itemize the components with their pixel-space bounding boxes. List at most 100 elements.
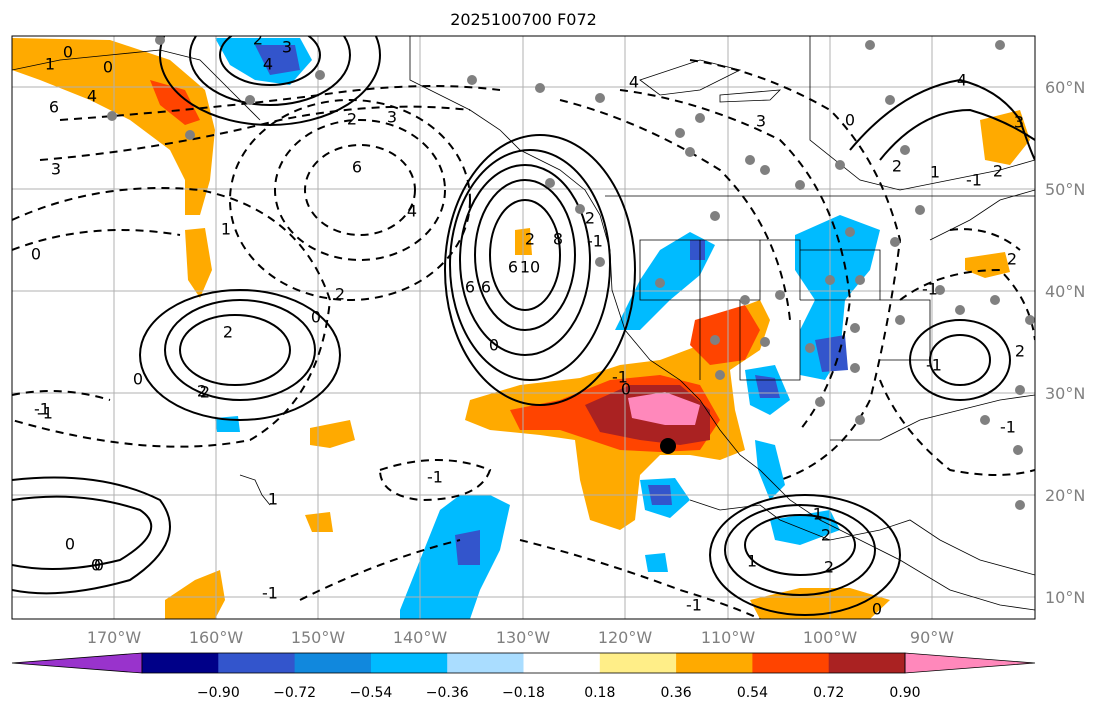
contour-label: 0 bbox=[489, 336, 499, 355]
longitude-label: 100°W bbox=[803, 628, 858, 647]
contour-label: 0 bbox=[31, 245, 41, 264]
contour-label: 2 bbox=[892, 157, 902, 176]
contour-label: 2 bbox=[347, 110, 357, 129]
latitude-label: 20°N bbox=[1045, 486, 1085, 505]
negative-anomaly-shading bbox=[215, 38, 880, 619]
contour-label: 2 bbox=[1007, 250, 1017, 269]
contour-label: -1 bbox=[1000, 418, 1016, 437]
colorbar-segment bbox=[752, 653, 830, 673]
contour-label: 2 bbox=[993, 162, 1003, 181]
contour-label: 4 bbox=[407, 202, 417, 221]
longitude-label: 120°W bbox=[598, 628, 653, 647]
colorbar-frame bbox=[141, 652, 906, 674]
dashed-contours bbox=[12, 59, 1035, 619]
colorbar-segment bbox=[370, 653, 448, 673]
longitude-labels: 170°W 160°W 150°W 140°W 130°W 120°W 110°W 100°W… bbox=[87, 628, 954, 647]
map-title: 2025100700 F072 bbox=[450, 10, 597, 29]
contour-label: 10 bbox=[520, 258, 540, 277]
contour-label: 1 bbox=[930, 163, 940, 182]
contour-label: 0 bbox=[65, 535, 75, 554]
contour-label: 6 bbox=[508, 258, 518, 277]
contour-label: 2 bbox=[200, 383, 210, 402]
contour-label: 6 bbox=[465, 278, 475, 297]
latitude-label: 50°N bbox=[1045, 180, 1085, 199]
colorbar-tick-label: 0.36 bbox=[661, 685, 692, 701]
colorbar-segment bbox=[828, 653, 906, 673]
contour-label: 1 bbox=[45, 55, 55, 74]
colorbar-segment bbox=[447, 653, 524, 673]
contour-label: 2 bbox=[525, 230, 535, 249]
colorbar-tick-label: −0.54 bbox=[349, 685, 392, 701]
contour-label: -1 bbox=[966, 171, 982, 190]
contour-label: -1 bbox=[686, 596, 702, 615]
latitude-label: 40°N bbox=[1045, 282, 1085, 301]
contour-label: 0 bbox=[63, 43, 73, 62]
contour-label: 2 bbox=[223, 323, 233, 342]
longitude-label: 170°W bbox=[87, 628, 142, 647]
contour-label: 3 bbox=[51, 160, 61, 179]
contour-label: 2 bbox=[335, 285, 345, 304]
colorbar-segment bbox=[294, 653, 372, 673]
contour-label: 2 bbox=[824, 558, 834, 577]
contour-label: 3 bbox=[756, 112, 766, 131]
contour-label: -1 bbox=[587, 232, 603, 251]
colorbar-segment bbox=[142, 653, 219, 673]
colorbar-tick-label: 0.54 bbox=[737, 685, 768, 701]
contour-label: -1 bbox=[34, 400, 50, 419]
colorbar-segment bbox=[523, 653, 601, 673]
latitude-label: 30°N bbox=[1045, 384, 1085, 403]
contour-label: 4 bbox=[629, 73, 639, 92]
colorbar-tick-label: −0.72 bbox=[273, 685, 316, 701]
colorbar-tick-label: 0.18 bbox=[584, 685, 615, 701]
contour-label: -1 bbox=[612, 368, 628, 387]
contour-label: 6 bbox=[49, 98, 59, 117]
contour-label: 1 bbox=[221, 220, 231, 239]
longitude-label: 160°W bbox=[189, 628, 244, 647]
contour-label: -1 bbox=[922, 280, 938, 299]
contour-label: 8 bbox=[553, 230, 563, 249]
colorbar-segment bbox=[676, 653, 753, 673]
contour-label: 2 bbox=[585, 209, 595, 228]
contour-label: 2 bbox=[253, 30, 263, 49]
solid-contours bbox=[12, 36, 1035, 616]
longitude-label: 130°W bbox=[496, 628, 551, 647]
colorbar-tick-label: −0.36 bbox=[426, 685, 469, 701]
contour-label: 0 bbox=[94, 556, 104, 575]
contour-label: 4 bbox=[263, 55, 273, 74]
colorbar-tick-label: −0.90 bbox=[197, 685, 240, 701]
contour-label: 6 bbox=[352, 158, 362, 177]
longitude-label: 90°W bbox=[910, 628, 954, 647]
colorbar-min-extension bbox=[11, 652, 143, 674]
colorbar-tick-labels: −0.90 −0.72 −0.54 −0.36 −0.18 0.18 0.36 0.54 0.7… bbox=[197, 685, 921, 701]
contour-label: 0 bbox=[311, 308, 321, 327]
contour-label: -1 bbox=[926, 356, 942, 375]
latitude-labels: 60°N 50°N 40°N 30°N 20°N 10°N bbox=[1045, 78, 1085, 607]
contour-label: 3 bbox=[1014, 113, 1024, 132]
latitude-label: 60°N bbox=[1045, 78, 1085, 97]
colorbar-segment bbox=[218, 653, 296, 673]
longitude-label: 140°W bbox=[393, 628, 448, 647]
colorbar-tick-label: 0.72 bbox=[813, 685, 844, 701]
colorbar-tick-label: −0.18 bbox=[502, 685, 545, 701]
contour-label: 2 bbox=[821, 526, 831, 545]
colorbar-tick-label: 0.90 bbox=[889, 685, 920, 701]
contour-label: 0 bbox=[103, 58, 113, 77]
contour-label: 1 bbox=[747, 552, 757, 571]
station-markers bbox=[107, 36, 1035, 510]
contour-label: 2 bbox=[197, 382, 207, 401]
longitude-label: 110°W bbox=[701, 628, 756, 647]
contour-label: 0 bbox=[133, 370, 143, 389]
contour-label: 1 bbox=[268, 490, 278, 509]
plot-frame bbox=[11, 35, 1036, 620]
contour-label: -1 bbox=[37, 404, 53, 423]
longitude-label: 150°W bbox=[291, 628, 346, 647]
contour-label: 3 bbox=[282, 38, 292, 57]
contour-label: 0 bbox=[621, 380, 631, 399]
contour-label: 4 bbox=[87, 87, 97, 106]
colorbar-segment bbox=[599, 653, 677, 673]
colorbar bbox=[11, 652, 1036, 674]
contour-label: 0 bbox=[91, 556, 101, 575]
positive-anomaly-shading bbox=[12, 38, 1030, 619]
